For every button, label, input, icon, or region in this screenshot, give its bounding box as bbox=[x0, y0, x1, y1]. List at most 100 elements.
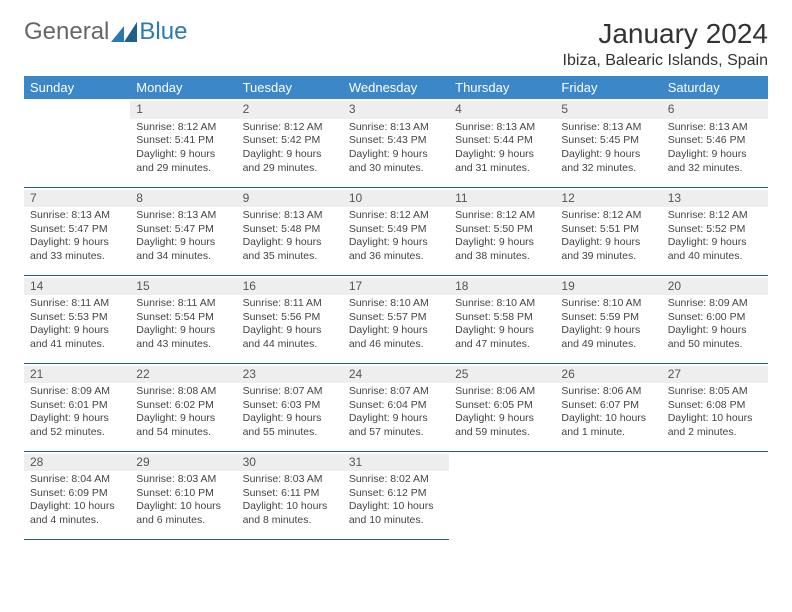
sunset-text: Sunset: 5:50 PM bbox=[455, 223, 549, 237]
title-block: January 2024 Ibiza, Balearic Islands, Sp… bbox=[563, 18, 768, 70]
logo-mark-icon bbox=[111, 22, 137, 42]
day-number: 3 bbox=[343, 101, 449, 119]
daylight-text: Daylight: 9 hours and 46 minutes. bbox=[349, 324, 443, 351]
daylight-text: Daylight: 9 hours and 59 minutes. bbox=[455, 412, 549, 439]
calendar-cell bbox=[555, 451, 661, 539]
calendar-cell: 19Sunrise: 8:10 AMSunset: 5:59 PMDayligh… bbox=[555, 275, 661, 363]
calendar-cell: 12Sunrise: 8:12 AMSunset: 5:51 PMDayligh… bbox=[555, 187, 661, 275]
sunset-text: Sunset: 5:53 PM bbox=[30, 311, 124, 325]
sunset-text: Sunset: 6:10 PM bbox=[136, 487, 230, 501]
sunrise-text: Sunrise: 8:10 AM bbox=[349, 297, 443, 311]
weekday-header: Friday bbox=[555, 76, 661, 99]
daylight-text: Daylight: 9 hours and 52 minutes. bbox=[30, 412, 124, 439]
day-number: 28 bbox=[24, 454, 130, 472]
calendar-cell: 22Sunrise: 8:08 AMSunset: 6:02 PMDayligh… bbox=[130, 363, 236, 451]
daylight-text: Daylight: 9 hours and 54 minutes. bbox=[136, 412, 230, 439]
daylight-text: Daylight: 9 hours and 29 minutes. bbox=[243, 148, 337, 175]
sunset-text: Sunset: 5:41 PM bbox=[136, 134, 230, 148]
daylight-text: Daylight: 9 hours and 43 minutes. bbox=[136, 324, 230, 351]
daylight-text: Daylight: 9 hours and 50 minutes. bbox=[668, 324, 762, 351]
daylight-text: Daylight: 9 hours and 30 minutes. bbox=[349, 148, 443, 175]
daylight-text: Daylight: 10 hours and 10 minutes. bbox=[349, 500, 443, 527]
sunrise-text: Sunrise: 8:12 AM bbox=[455, 209, 549, 223]
day-number: 18 bbox=[449, 278, 555, 296]
calendar-cell: 3Sunrise: 8:13 AMSunset: 5:43 PMDaylight… bbox=[343, 99, 449, 187]
calendar-row: 7Sunrise: 8:13 AMSunset: 5:47 PMDaylight… bbox=[24, 187, 768, 275]
daylight-text: Daylight: 10 hours and 1 minute. bbox=[561, 412, 655, 439]
daylight-text: Daylight: 9 hours and 49 minutes. bbox=[561, 324, 655, 351]
sunset-text: Sunset: 5:51 PM bbox=[561, 223, 655, 237]
sunset-text: Sunset: 5:58 PM bbox=[455, 311, 549, 325]
sunrise-text: Sunrise: 8:07 AM bbox=[349, 385, 443, 399]
calendar-row: 21Sunrise: 8:09 AMSunset: 6:01 PMDayligh… bbox=[24, 363, 768, 451]
daylight-text: Daylight: 10 hours and 6 minutes. bbox=[136, 500, 230, 527]
day-number: 27 bbox=[662, 366, 768, 384]
sunset-text: Sunset: 6:05 PM bbox=[455, 399, 549, 413]
sunrise-text: Sunrise: 8:02 AM bbox=[349, 473, 443, 487]
sunset-text: Sunset: 6:01 PM bbox=[30, 399, 124, 413]
page-header: General Blue January 2024 Ibiza, Baleari… bbox=[24, 18, 768, 70]
daylight-text: Daylight: 9 hours and 47 minutes. bbox=[455, 324, 549, 351]
calendar-cell: 4Sunrise: 8:13 AMSunset: 5:44 PMDaylight… bbox=[449, 99, 555, 187]
sunrise-text: Sunrise: 8:11 AM bbox=[136, 297, 230, 311]
sunrise-text: Sunrise: 8:11 AM bbox=[243, 297, 337, 311]
day-number: 13 bbox=[662, 190, 768, 208]
calendar-cell: 17Sunrise: 8:10 AMSunset: 5:57 PMDayligh… bbox=[343, 275, 449, 363]
weekday-row: Sunday Monday Tuesday Wednesday Thursday… bbox=[24, 76, 768, 99]
calendar-cell: 30Sunrise: 8:03 AMSunset: 6:11 PMDayligh… bbox=[237, 451, 343, 539]
day-number: 7 bbox=[24, 190, 130, 208]
calendar-cell: 31Sunrise: 8:02 AMSunset: 6:12 PMDayligh… bbox=[343, 451, 449, 539]
calendar-cell bbox=[24, 99, 130, 187]
logo-text-general: General bbox=[24, 18, 109, 46]
daylight-text: Daylight: 10 hours and 8 minutes. bbox=[243, 500, 337, 527]
sunrise-text: Sunrise: 8:08 AM bbox=[136, 385, 230, 399]
sunset-text: Sunset: 6:12 PM bbox=[349, 487, 443, 501]
sunset-text: Sunset: 5:48 PM bbox=[243, 223, 337, 237]
weekday-header: Saturday bbox=[662, 76, 768, 99]
daylight-text: Daylight: 9 hours and 57 minutes. bbox=[349, 412, 443, 439]
sunrise-text: Sunrise: 8:13 AM bbox=[30, 209, 124, 223]
calendar-cell: 9Sunrise: 8:13 AMSunset: 5:48 PMDaylight… bbox=[237, 187, 343, 275]
day-number: 11 bbox=[449, 190, 555, 208]
calendar-cell: 8Sunrise: 8:13 AMSunset: 5:47 PMDaylight… bbox=[130, 187, 236, 275]
sunset-text: Sunset: 5:42 PM bbox=[243, 134, 337, 148]
daylight-text: Daylight: 9 hours and 31 minutes. bbox=[455, 148, 549, 175]
sunrise-text: Sunrise: 8:12 AM bbox=[561, 209, 655, 223]
day-number: 23 bbox=[237, 366, 343, 384]
calendar-row: 14Sunrise: 8:11 AMSunset: 5:53 PMDayligh… bbox=[24, 275, 768, 363]
sunrise-text: Sunrise: 8:06 AM bbox=[561, 385, 655, 399]
calendar-cell: 13Sunrise: 8:12 AMSunset: 5:52 PMDayligh… bbox=[662, 187, 768, 275]
daylight-text: Daylight: 9 hours and 38 minutes. bbox=[455, 236, 549, 263]
day-number: 4 bbox=[449, 101, 555, 119]
sunset-text: Sunset: 5:46 PM bbox=[668, 134, 762, 148]
calendar-row: 28Sunrise: 8:04 AMSunset: 6:09 PMDayligh… bbox=[24, 451, 768, 539]
sunrise-text: Sunrise: 8:12 AM bbox=[243, 121, 337, 135]
calendar-body: 1Sunrise: 8:12 AMSunset: 5:41 PMDaylight… bbox=[24, 99, 768, 539]
calendar-cell: 16Sunrise: 8:11 AMSunset: 5:56 PMDayligh… bbox=[237, 275, 343, 363]
sunset-text: Sunset: 6:11 PM bbox=[243, 487, 337, 501]
sunset-text: Sunset: 6:04 PM bbox=[349, 399, 443, 413]
day-number: 22 bbox=[130, 366, 236, 384]
calendar-cell: 11Sunrise: 8:12 AMSunset: 5:50 PMDayligh… bbox=[449, 187, 555, 275]
day-number: 19 bbox=[555, 278, 661, 296]
daylight-text: Daylight: 9 hours and 39 minutes. bbox=[561, 236, 655, 263]
calendar-cell: 25Sunrise: 8:06 AMSunset: 6:05 PMDayligh… bbox=[449, 363, 555, 451]
sunrise-text: Sunrise: 8:12 AM bbox=[349, 209, 443, 223]
sunrise-text: Sunrise: 8:03 AM bbox=[243, 473, 337, 487]
day-number: 24 bbox=[343, 366, 449, 384]
calendar-cell: 28Sunrise: 8:04 AMSunset: 6:09 PMDayligh… bbox=[24, 451, 130, 539]
calendar-cell: 6Sunrise: 8:13 AMSunset: 5:46 PMDaylight… bbox=[662, 99, 768, 187]
sunrise-text: Sunrise: 8:04 AM bbox=[30, 473, 124, 487]
sunset-text: Sunset: 5:56 PM bbox=[243, 311, 337, 325]
sunset-text: Sunset: 5:44 PM bbox=[455, 134, 549, 148]
sunrise-text: Sunrise: 8:11 AM bbox=[30, 297, 124, 311]
sunrise-text: Sunrise: 8:05 AM bbox=[668, 385, 762, 399]
sunrise-text: Sunrise: 8:10 AM bbox=[455, 297, 549, 311]
day-number: 6 bbox=[662, 101, 768, 119]
weekday-header: Tuesday bbox=[237, 76, 343, 99]
day-number: 2 bbox=[237, 101, 343, 119]
day-number: 10 bbox=[343, 190, 449, 208]
calendar-cell: 26Sunrise: 8:06 AMSunset: 6:07 PMDayligh… bbox=[555, 363, 661, 451]
daylight-text: Daylight: 9 hours and 55 minutes. bbox=[243, 412, 337, 439]
weekday-header: Sunday bbox=[24, 76, 130, 99]
